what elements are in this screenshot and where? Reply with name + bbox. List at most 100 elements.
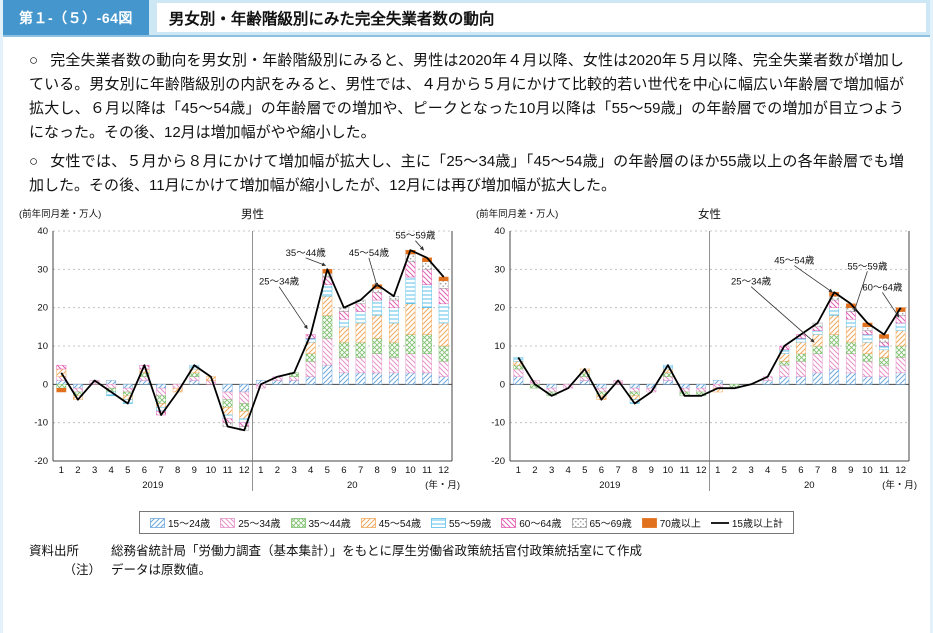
body-text: ○ 完全失業者数の動向を男女別・年齢階級別にみると、男性は2020年４月以降、女性… xyxy=(3,37,930,203)
bar-segment xyxy=(762,380,773,385)
total-line xyxy=(60,249,445,432)
bar-segment xyxy=(829,334,840,347)
y-tick-label: 10 xyxy=(494,341,505,352)
legend-swatch xyxy=(501,517,517,528)
x-tick-label: 4 xyxy=(765,465,770,476)
bar-segment xyxy=(189,376,200,381)
bar-segment xyxy=(845,353,856,374)
annotation-arrow xyxy=(305,257,326,267)
bar-segment xyxy=(355,303,366,312)
legend-label: 25～34歳 xyxy=(238,519,281,530)
bar-segment xyxy=(422,284,432,308)
x-tick-label: 8 xyxy=(375,465,380,476)
bar-segment xyxy=(438,288,449,305)
bar-segment xyxy=(812,334,823,347)
x-tick-label: 1 xyxy=(715,465,720,476)
bar-segment xyxy=(56,364,67,370)
legend-item: 25～34歳 xyxy=(220,515,281,530)
x-tick-label: 11 xyxy=(680,465,690,476)
bar-segment xyxy=(663,376,673,381)
legend-item: 35～44歳 xyxy=(290,515,351,530)
legend-item: 15歳以上計 xyxy=(710,515,783,530)
bar-segment xyxy=(845,372,856,385)
annotation-label: 45～54歳 xyxy=(349,247,390,259)
bar-segment xyxy=(438,303,449,324)
x-tick-label: 9 xyxy=(391,465,396,476)
bar-segment xyxy=(322,295,333,316)
bar-segment xyxy=(879,345,889,351)
bar-segment xyxy=(579,380,590,385)
annotation-label: 45～54歳 xyxy=(774,255,815,267)
bar-segment xyxy=(222,391,233,400)
legend-swatch xyxy=(641,517,657,528)
x-tick-label: 9 xyxy=(848,465,853,476)
bar-segment xyxy=(405,372,416,385)
bar-segment xyxy=(438,376,449,385)
legend-item: 60～64歳 xyxy=(501,515,562,530)
y-tick-label: -20 xyxy=(491,456,505,467)
bar-segment xyxy=(73,384,83,389)
bar-segment xyxy=(339,357,349,374)
x-tick-label: 11 xyxy=(879,465,889,476)
bar-segment xyxy=(712,380,723,385)
x-tick-label: 5 xyxy=(582,465,587,476)
x-tick-label: 10 xyxy=(206,465,217,476)
bar-segment xyxy=(879,338,889,343)
legend-label: 35～44歳 xyxy=(308,519,351,530)
legend: 15～24歳 25～34歳 35～44歳 45～54歳 55～59歳 60～64歳 65～6… xyxy=(139,511,794,534)
bar-segment xyxy=(422,334,432,354)
bar-segment xyxy=(513,364,524,370)
bar-segment xyxy=(895,322,906,331)
x-tick-label: 9 xyxy=(192,465,197,476)
bar-segment xyxy=(596,387,607,393)
annotation-label: 25～34歳 xyxy=(731,276,772,288)
bar-segment xyxy=(812,330,823,335)
bar-segment xyxy=(829,299,840,308)
bar-segment xyxy=(239,384,250,393)
bar-segment xyxy=(663,380,673,385)
figure-title: 男女別・年齢階級別にみた完全失業者数の動向 xyxy=(156,3,926,32)
bar-segment xyxy=(862,341,873,354)
bar-segment xyxy=(696,384,707,389)
bar-segment xyxy=(372,372,383,385)
figure-header: 第１-（５）-64図 男女別・年齢階級別にみた完全失業者数の動向 xyxy=(3,0,930,37)
x-tick-label: 3 xyxy=(291,465,296,476)
paragraph-2-text: 女性では、５月から８月にかけて増加幅が拡大し、主に「25～34歳」「45～54歳… xyxy=(29,153,904,194)
y-tick-label: 0 xyxy=(43,379,48,390)
x-tick-label: 1 xyxy=(516,465,521,476)
bullet-marker: ○ xyxy=(29,153,39,170)
bar-segment xyxy=(405,353,416,374)
bar-segment xyxy=(372,353,383,374)
bar-segment xyxy=(405,303,416,335)
bar-segment xyxy=(696,387,707,393)
x-tick-label: 1 xyxy=(258,465,263,476)
x-tick-label: 3 xyxy=(748,465,753,476)
bar-segment xyxy=(339,341,349,358)
legend-wrap: 15～24歳 25～34歳 35～44歳 45～54歳 55～59歳 60～64歳 65～6… xyxy=(3,511,930,534)
bar-segment xyxy=(422,307,432,335)
y-tick-label: 20 xyxy=(494,303,505,314)
bar-segment xyxy=(388,341,399,358)
year-label: 2019 xyxy=(599,480,620,491)
bar-segment xyxy=(272,380,283,385)
y-tick-label: -20 xyxy=(34,456,48,467)
legend-label: 45～54歳 xyxy=(378,519,421,530)
bar-segment xyxy=(513,376,524,385)
legend-label: 65～69歳 xyxy=(589,519,632,530)
source-text: 総務省統計局「労働力調査（基本集計）」をもとに厚生労働省政策統括官付政策統括室に… xyxy=(111,544,643,558)
bar-segment xyxy=(796,376,806,385)
y-tick-label: 20 xyxy=(37,303,48,314)
bar-segment xyxy=(895,372,906,385)
legend-item: 70歳以上 xyxy=(641,515,701,530)
x-tick-label: 7 xyxy=(358,465,363,476)
bar-segment xyxy=(355,311,366,324)
legend-label: 70歳以上 xyxy=(659,519,701,530)
bar-segment xyxy=(222,399,233,408)
bar-segment xyxy=(438,276,449,282)
legend-item: 15～24歳 xyxy=(150,515,210,530)
x-tick-label: 11 xyxy=(223,465,233,476)
bar-segment xyxy=(239,403,250,412)
note-label: （注） xyxy=(63,563,101,578)
x-tick-label: 5 xyxy=(325,465,330,476)
